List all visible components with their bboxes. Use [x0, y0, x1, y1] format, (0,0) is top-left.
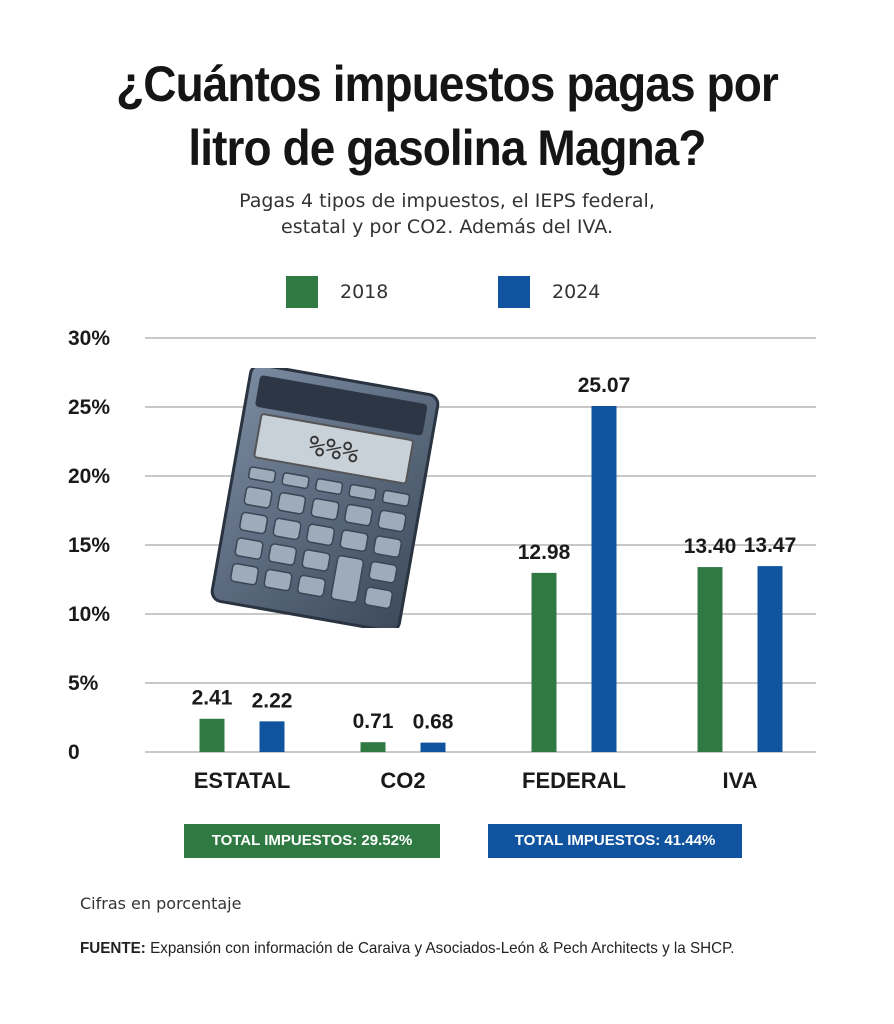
bar-2024-iva [757, 566, 783, 752]
legend-item-2018: 2018 [286, 276, 388, 308]
units-note: Cifras en porcentaje [80, 894, 242, 913]
value-label: 13.47 [744, 534, 797, 557]
bar-2024-estatal [259, 721, 285, 752]
bar-2018-iva [697, 567, 723, 752]
x-tick-label: FEDERAL [522, 768, 626, 793]
legend-label-2018: 2018 [340, 281, 389, 303]
value-label: 0.68 [413, 711, 454, 734]
total-2018-badge: TOTAL IMPUESTOS: 29.52% [184, 824, 440, 858]
value-label: 2.22 [252, 689, 293, 712]
source-credit: FUENTE: Expansión con información de Car… [80, 940, 840, 958]
y-tick-label: 25% [68, 396, 110, 419]
x-tick-label: ESTATAL [194, 768, 291, 793]
total-2024-badge: TOTAL IMPUESTOS: 41.44% [488, 824, 742, 858]
title-line-1: ¿Cuántos impuestos pagas por [116, 56, 779, 112]
value-label: 2.41 [192, 687, 233, 710]
y-tick-label: 5% [68, 672, 99, 695]
bar-2024-federal [591, 406, 617, 752]
bar-chart: 0 5% 10% 15% 20% 25% 30% 2.41 2.22 ESTATAL 0.71 0.6… [68, 327, 816, 793]
bar-2018-estatal [199, 718, 225, 752]
source-text: Expansión con información de Caraiva y A… [145, 940, 735, 957]
legend-swatch-2018 [286, 276, 318, 308]
y-tick-label: 0 [68, 741, 80, 764]
y-tick-label: 15% [68, 534, 110, 557]
source-label: FUENTE: [80, 940, 146, 957]
calculator-illustration: %%% [210, 368, 440, 628]
subtitle-line-2: estatal y por CO2. Además del IVA. [281, 216, 613, 238]
value-label: 13.40 [684, 535, 737, 558]
chart-subtitle: Pagas 4 tipos de impuestos, el IEPS fede… [0, 188, 894, 240]
y-tick-label: 30% [68, 327, 110, 350]
bar-2018-co2 [360, 742, 386, 752]
chart-title: ¿Cuántos impuestos pagas por litro de ga… [36, 52, 858, 180]
bar-2018-federal [531, 572, 557, 752]
value-label: 25.07 [578, 374, 631, 397]
x-tick-label: IVA [722, 768, 757, 793]
legend-label-2024: 2024 [552, 281, 601, 303]
subtitle-line-1: Pagas 4 tipos de impuestos, el IEPS fede… [239, 190, 655, 212]
value-label: 12.98 [518, 541, 571, 564]
y-tick-label: 20% [68, 465, 110, 488]
legend-item-2024: 2024 [498, 276, 600, 308]
title-line-2: litro de gasolina Magna? [188, 120, 706, 176]
bar-2024-co2 [420, 742, 446, 752]
y-tick-label: 10% [68, 603, 110, 626]
legend-swatch-2024 [498, 276, 530, 308]
value-label: 0.71 [353, 710, 394, 733]
x-tick-label: CO2 [380, 768, 425, 793]
